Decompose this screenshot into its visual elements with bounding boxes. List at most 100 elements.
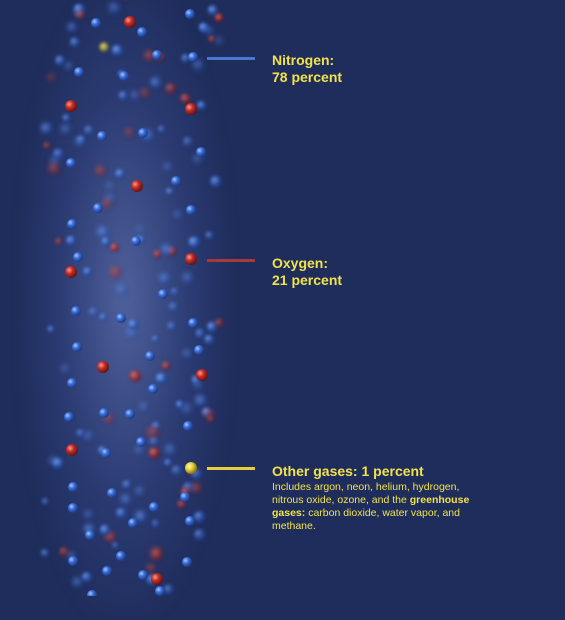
nitrogen-molecule (66, 158, 76, 168)
nitrogen-molecule (65, 62, 73, 70)
nitrogen-molecule (87, 590, 97, 596)
nitrogen-molecule (180, 492, 190, 502)
nitrogen-molecule (83, 125, 94, 136)
nitrogen-molecule (115, 507, 127, 519)
nitrogen-molecule (41, 123, 52, 134)
nitrogen-molecule (101, 448, 111, 458)
nitrogen-molecule (99, 313, 108, 322)
nitrogen-molecule (136, 437, 146, 447)
nitrogen-molecule (182, 557, 192, 567)
nitrogen-molecule (47, 325, 55, 333)
nitrogen-molecule (108, 2, 121, 14)
nitrogen-molecule (83, 267, 93, 277)
nitrogen-molecule (41, 497, 49, 506)
nitrogen-molecule (196, 100, 207, 111)
nitrogen-molecule (182, 136, 194, 147)
oxygen-molecule (151, 573, 163, 585)
background-molecules (40, 2, 224, 595)
oxygen-molecule (131, 180, 143, 192)
oxygen-molecule (177, 500, 186, 509)
nitrogen-molecule (207, 5, 218, 16)
nitrogen-molecule (125, 409, 135, 419)
nitrogen-molecule (188, 318, 198, 328)
oxygen-molecule (47, 73, 56, 82)
oxygen-molecule (54, 237, 63, 246)
desc-part-2: carbon dioxide, water vapor, and methane… (272, 507, 460, 532)
oxygen-molecule (124, 16, 136, 28)
oxygen-molecule (97, 361, 109, 373)
nitrogen-molecule (85, 530, 95, 540)
nitrogen-molecule (152, 50, 162, 60)
nitrogen-molecule (136, 225, 145, 234)
nitrogen-molecule (198, 22, 209, 32)
foreground-molecules (64, 9, 208, 596)
nitrogen-molecule (97, 131, 107, 141)
oxygen-molecule (185, 103, 197, 115)
oxygen-molecule (96, 166, 105, 176)
nitrogen-molecule (165, 187, 174, 196)
oxygen-molecule (65, 266, 77, 278)
oxygen-molecule (185, 253, 197, 265)
nitrogen-molecule (60, 124, 72, 135)
nitrogen-molecule (196, 147, 206, 157)
nitrogen-molecule (75, 137, 85, 147)
nitrogen-molecule (107, 488, 117, 498)
nitrogen-molecule (72, 342, 82, 352)
nitrogen-molecule (155, 586, 165, 596)
oxygen-molecule (161, 361, 171, 371)
nitrogen-molecule (68, 556, 78, 566)
oxygen-molecule (150, 548, 163, 560)
nitrogen-molecule (173, 211, 182, 219)
nitrogen-molecule (210, 175, 222, 188)
other-gases-callout-line (207, 467, 255, 470)
oxygen-molecule (214, 318, 224, 328)
other-gases-title: Other gases: 1 percent (272, 463, 424, 479)
nitrogen-molecule (205, 26, 214, 35)
nitrogen-molecule (171, 464, 183, 477)
other-gases-description: Includes argon, neon, helium, hydrogen, … (272, 481, 472, 533)
oxygen-molecule (148, 447, 160, 459)
desc-greenhouse: greenhouse gases: (272, 494, 470, 519)
nitrogen-molecule (116, 551, 126, 561)
nitrogen-molecule (74, 67, 84, 77)
nitrogen-molecule (166, 321, 177, 332)
nitrogen-molecule (151, 335, 159, 343)
oxygen-molecule (191, 482, 202, 493)
nitrogen-molecule (65, 235, 77, 246)
nitrogen-molecule (159, 272, 171, 285)
nitrogen-molecule (163, 458, 173, 467)
nitrogen-molecule (130, 91, 140, 100)
nitrogen-molecule (71, 306, 81, 316)
other-gas-molecule (185, 462, 197, 474)
nitrogen-molecule (81, 571, 93, 583)
nitrogen-molecule (163, 162, 172, 172)
oxygen-molecule (48, 162, 60, 175)
nitrogen-molecule (83, 431, 93, 441)
nitrogen-molecule (126, 326, 138, 339)
oxygen-molecule (75, 9, 86, 20)
oxygen-name: Oxygen: (272, 255, 329, 271)
nitrogen-molecule (101, 236, 111, 247)
nitrogen-molecule (64, 412, 74, 422)
nitrogen-name: Nitrogen: (272, 52, 335, 68)
nitrogen-molecule (195, 328, 206, 339)
nitrogen-callout-line (207, 57, 255, 60)
oxygen-molecule (204, 409, 214, 419)
oxygen-molecule (43, 141, 51, 150)
oxygen-molecule (147, 426, 159, 439)
nitrogen-molecule (67, 22, 77, 32)
nitrogen-molecule (122, 479, 132, 490)
nitrogen-molecule (40, 548, 50, 558)
nitrogen-molecule (128, 319, 139, 330)
oxygen-molecule (180, 93, 191, 105)
oxygen-molecule (144, 50, 155, 61)
nitrogen-molecule (214, 36, 224, 45)
nitrogen-molecule (69, 37, 80, 48)
nitrogen-molecule (157, 125, 166, 134)
desc-part-1: Includes argon, neon, helium, hydrogen, … (272, 481, 460, 506)
oxygen-molecule (59, 546, 70, 558)
nitrogen-molecule (73, 252, 83, 262)
nitrogen-molecule (188, 52, 198, 62)
nitrogen-molecule (149, 436, 160, 447)
oxygen-label: Oxygen: 21 percent (272, 255, 342, 289)
